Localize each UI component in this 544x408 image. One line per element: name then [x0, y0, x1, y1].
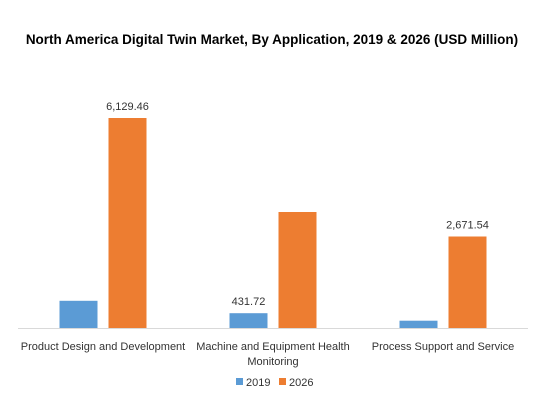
category-label-3: Process Support and Service	[372, 341, 514, 353]
data-label-2026-3: 2,671.54	[446, 220, 489, 232]
legend-label-2026: 2026	[289, 377, 313, 389]
bar-2026-1	[108, 118, 147, 328]
legend: 2019 2026	[236, 377, 313, 389]
category-labels: Product Design and Development Machine an…	[21, 341, 514, 368]
category-label-2-line-2: Monitoring	[247, 356, 298, 368]
bar-2019-2	[229, 313, 268, 328]
data-label-2026-1: 6,129.46	[106, 101, 149, 113]
data-label-2019-2: 431.72	[232, 296, 266, 308]
category-label-1: Product Design and Development	[21, 341, 185, 353]
bar-2019-3	[399, 320, 438, 328]
bar-2026-3	[448, 236, 487, 328]
legend-swatch-2019	[236, 378, 243, 385]
chart-title: North America Digital Twin Market, By Ap…	[26, 32, 518, 47]
bar-2026-2	[278, 212, 317, 328]
bar-2019-1	[59, 300, 98, 328]
category-label-2-line-1: Machine and Equipment Health	[196, 341, 349, 353]
legend-swatch-2026	[279, 378, 286, 385]
legend-label-2019: 2019	[246, 377, 270, 389]
plot-area: 6,129.46 431.72 2,671.54	[59, 101, 489, 328]
